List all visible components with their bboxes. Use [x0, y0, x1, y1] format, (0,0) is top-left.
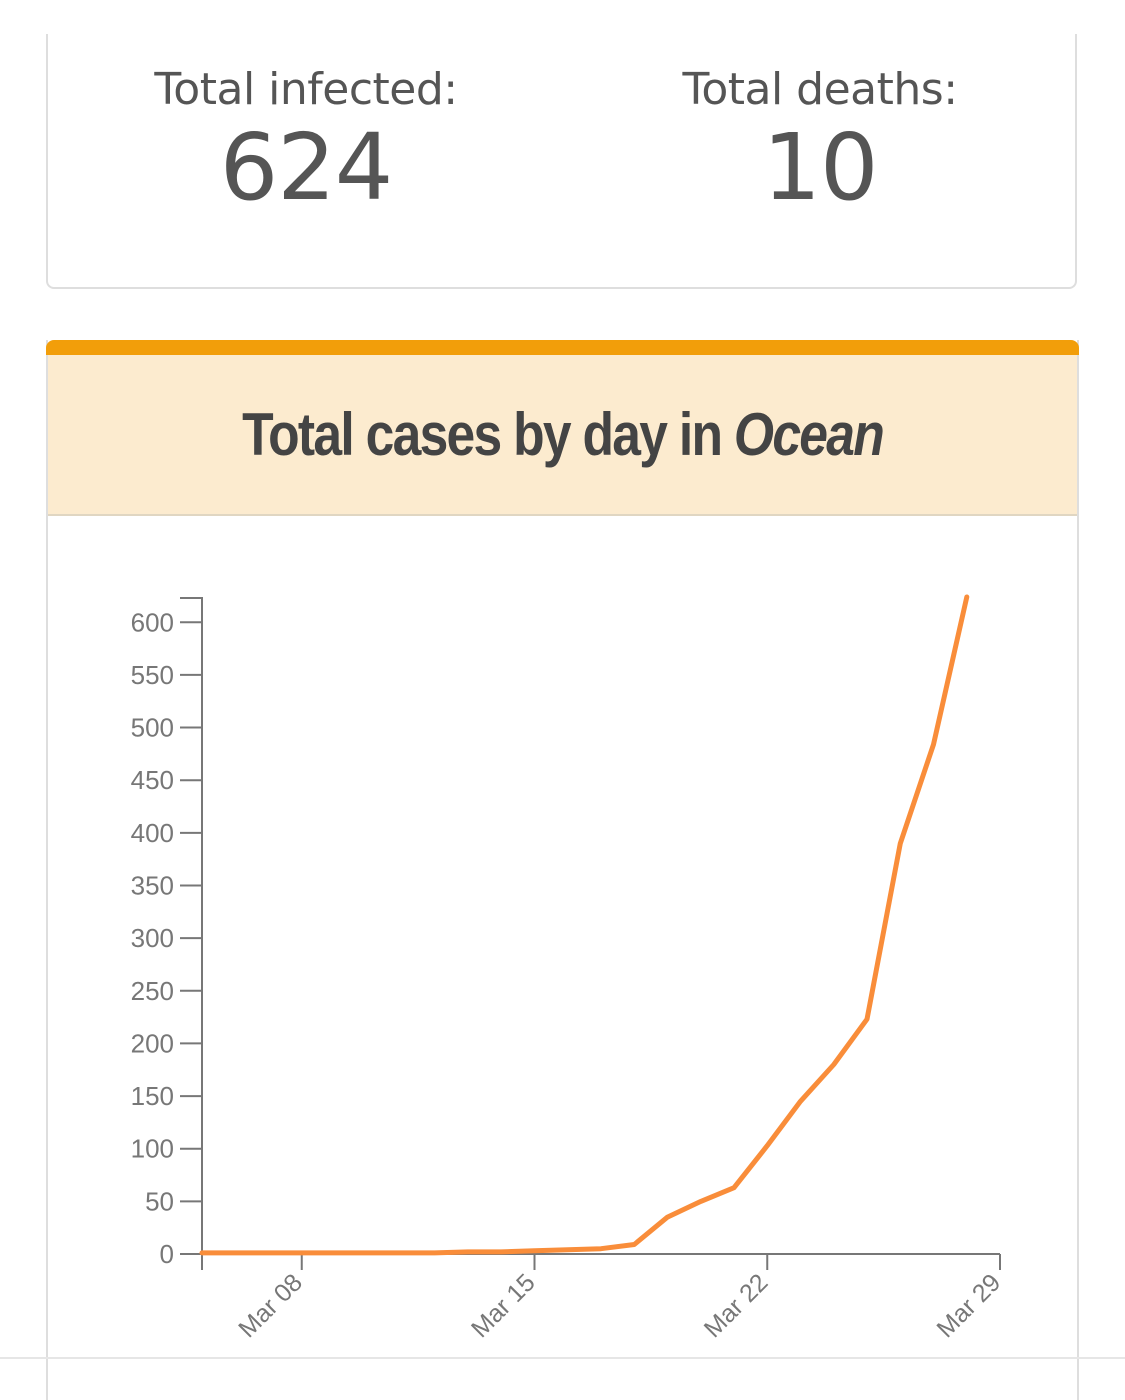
total-infected-value: 624 [219, 114, 394, 222]
total-deaths-stat: Total deaths: 10 [610, 64, 1030, 222]
chart-title-place: Ocean [733, 401, 885, 468]
total-infected-stat: Total infected: 624 [96, 64, 516, 222]
bottom-divider [0, 1357, 1125, 1359]
stats-card: Total infected: 624 Total deaths: 10 [46, 34, 1077, 289]
total-deaths-value: 10 [762, 114, 878, 222]
chart-header: Total cases by day in Ocean [48, 355, 1077, 516]
chart-accent-bar [46, 340, 1079, 355]
chart-title: Total cases by day in Ocean [242, 400, 885, 469]
total-deaths-label: Total deaths: [682, 64, 958, 115]
chart-title-prefix: Total cases by day in [242, 401, 734, 468]
chart-card: Total cases by day in Ocean [46, 340, 1079, 1400]
total-infected-label: Total infected: [154, 64, 458, 115]
